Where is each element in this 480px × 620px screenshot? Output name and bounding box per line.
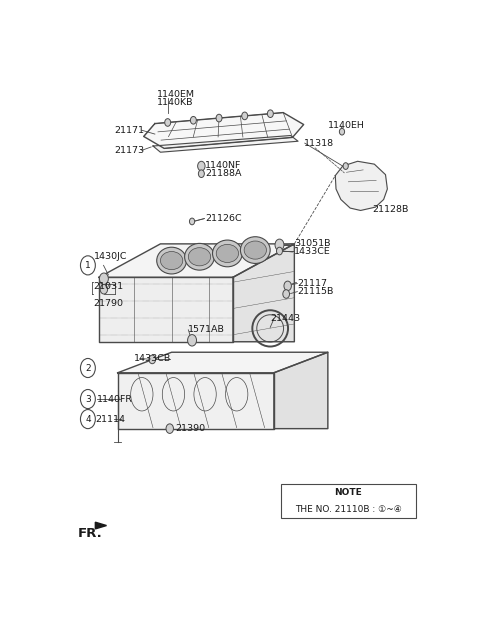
Ellipse shape <box>160 252 183 270</box>
Text: 1433CB: 1433CB <box>134 354 172 363</box>
Text: 21443: 21443 <box>270 314 300 323</box>
Circle shape <box>99 273 108 285</box>
Text: 21171: 21171 <box>114 126 144 135</box>
Text: 2: 2 <box>85 363 91 373</box>
Polygon shape <box>144 113 304 148</box>
Text: 21173: 21173 <box>114 146 144 155</box>
Text: 1571AB: 1571AB <box>188 326 225 334</box>
Text: 3: 3 <box>85 394 91 404</box>
Text: 21790: 21790 <box>94 299 123 308</box>
Polygon shape <box>153 136 298 153</box>
Circle shape <box>284 281 291 291</box>
Ellipse shape <box>244 241 266 259</box>
Circle shape <box>343 162 348 169</box>
Circle shape <box>165 118 171 126</box>
Circle shape <box>198 161 205 171</box>
Circle shape <box>283 290 289 298</box>
Ellipse shape <box>213 240 242 267</box>
Text: 21117: 21117 <box>297 279 327 288</box>
Circle shape <box>149 355 156 364</box>
Text: THE NO. 21110B : ①~④: THE NO. 21110B : ①~④ <box>295 505 402 514</box>
Circle shape <box>198 170 204 177</box>
Text: 21126C: 21126C <box>205 214 242 223</box>
Circle shape <box>276 247 282 255</box>
Text: 1430JC: 1430JC <box>94 252 127 261</box>
Circle shape <box>81 389 96 409</box>
Circle shape <box>166 424 173 433</box>
Text: 1140NF: 1140NF <box>205 161 241 170</box>
Text: NOTE: NOTE <box>335 488 362 497</box>
Ellipse shape <box>185 244 215 270</box>
Polygon shape <box>233 244 294 342</box>
Text: 1140EM: 1140EM <box>156 90 195 99</box>
Circle shape <box>190 218 195 225</box>
Polygon shape <box>118 373 274 428</box>
FancyBboxPatch shape <box>281 484 416 518</box>
Text: 11318: 11318 <box>304 139 334 148</box>
Polygon shape <box>335 161 387 210</box>
Text: 31051B: 31051B <box>294 239 331 249</box>
Text: 21114: 21114 <box>96 415 125 423</box>
Circle shape <box>242 112 248 120</box>
Text: 1433CE: 1433CE <box>294 247 331 257</box>
Polygon shape <box>99 244 294 277</box>
Text: 1140KB: 1140KB <box>156 97 193 107</box>
Circle shape <box>191 117 196 124</box>
Ellipse shape <box>188 248 211 266</box>
Ellipse shape <box>240 237 270 264</box>
Circle shape <box>188 335 196 346</box>
Circle shape <box>81 358 96 378</box>
Text: FR.: FR. <box>78 527 103 540</box>
Circle shape <box>267 110 273 118</box>
Polygon shape <box>96 522 107 529</box>
Polygon shape <box>99 277 233 342</box>
Text: 1140FR: 1140FR <box>97 394 133 404</box>
Text: 21188A: 21188A <box>205 169 241 178</box>
Ellipse shape <box>216 244 239 262</box>
Polygon shape <box>118 352 328 373</box>
Text: 4: 4 <box>85 415 91 423</box>
Circle shape <box>216 114 222 122</box>
Polygon shape <box>274 352 328 428</box>
Circle shape <box>81 410 96 428</box>
Text: 21128B: 21128B <box>372 205 409 213</box>
Circle shape <box>275 239 284 250</box>
Ellipse shape <box>156 247 186 274</box>
Text: 1: 1 <box>85 261 91 270</box>
Text: 21115B: 21115B <box>297 287 334 296</box>
Text: 1140EH: 1140EH <box>328 122 365 130</box>
Circle shape <box>339 128 345 135</box>
Circle shape <box>81 256 96 275</box>
Text: 21390: 21390 <box>175 424 205 433</box>
Circle shape <box>100 285 108 294</box>
Text: 21031: 21031 <box>94 282 124 291</box>
